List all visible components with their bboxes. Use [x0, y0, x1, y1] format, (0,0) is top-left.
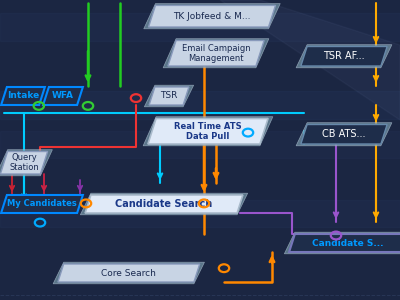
Polygon shape: [144, 85, 194, 107]
Polygon shape: [144, 4, 280, 29]
Text: Candidate Search: Candidate Search: [115, 199, 213, 209]
Polygon shape: [0, 150, 52, 176]
Polygon shape: [143, 117, 273, 146]
Polygon shape: [301, 124, 387, 144]
Polygon shape: [58, 264, 200, 282]
Polygon shape: [284, 232, 400, 254]
Bar: [0, 200, 400, 226]
Text: CB ATS...: CB ATS...: [322, 129, 366, 139]
Text: Core Search: Core Search: [101, 268, 156, 278]
Polygon shape: [43, 87, 83, 105]
Polygon shape: [148, 118, 268, 144]
Polygon shape: [168, 40, 264, 66]
Text: TSR AF...: TSR AF...: [323, 51, 365, 61]
Text: My Candidates: My Candidates: [7, 200, 77, 208]
Text: TSR: TSR: [160, 92, 178, 100]
Polygon shape: [301, 46, 387, 66]
Bar: [0, 14, 400, 40]
Polygon shape: [53, 262, 204, 284]
Text: TK Jobfeed & M...: TK Jobfeed & M...: [173, 12, 251, 21]
Polygon shape: [220, 0, 400, 120]
Polygon shape: [163, 39, 269, 68]
Polygon shape: [296, 123, 392, 146]
Bar: [0, 92, 400, 118]
Polygon shape: [149, 87, 189, 105]
Polygon shape: [0, 152, 48, 174]
Polygon shape: [148, 5, 276, 27]
Polygon shape: [296, 45, 392, 68]
Text: WFA: WFA: [52, 92, 74, 100]
Polygon shape: [289, 234, 400, 252]
Polygon shape: [80, 193, 248, 215]
Text: Email Campaign
Management: Email Campaign Management: [182, 44, 250, 63]
Text: Query
Station: Query Station: [9, 153, 39, 172]
Bar: [0, 130, 400, 158]
Text: Candidate S...: Candidate S...: [312, 238, 384, 247]
Polygon shape: [85, 195, 243, 213]
Text: Real Time ATS
Data Pull: Real Time ATS Data Pull: [174, 122, 242, 141]
Polygon shape: [1, 87, 45, 105]
Text: Intake: Intake: [7, 92, 39, 100]
Polygon shape: [1, 195, 83, 213]
